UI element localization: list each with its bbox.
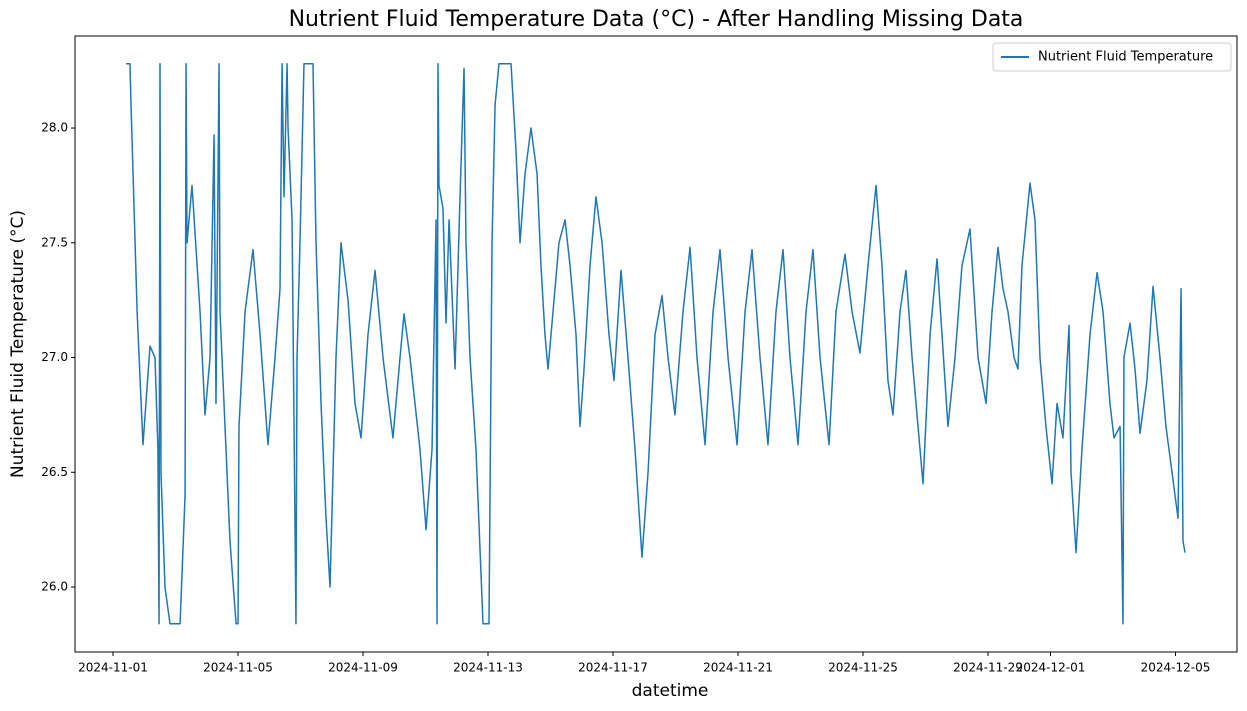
x-tick-label: 2024-11-13 [453,661,523,675]
x-tick-label: 2024-11-21 [703,661,773,675]
data-line [126,63,1186,625]
y-axis-label: Nutrient Fluid Temperature (°C) [8,210,28,478]
y-tick-label: 27.0 [41,350,68,364]
x-tick-label: 2024-11-09 [328,661,398,675]
y-tick-label: 28.0 [41,121,68,135]
y-tick-label: 26.0 [41,580,68,594]
x-tick-label: 2024-11-17 [578,661,648,675]
x-tick-label: 2024-11-29 [953,661,1023,675]
x-tick-label: 2024-11-25 [828,661,898,675]
x-tick-label: 2024-12-05 [1141,661,1211,675]
x-tick-label: 2024-11-01 [78,661,148,675]
legend-box [992,42,1232,72]
y-tick-label: 27.5 [41,235,68,249]
chart-title: Nutrient Fluid Temperature Data (°C) - A… [289,7,1024,32]
x-tick-label: 2024-12-01 [1016,661,1086,675]
plot-frame [74,35,1238,653]
y-tick-label: 26.5 [41,465,68,479]
x-tick-label: 2024-11-05 [203,661,273,675]
x-axis-label: datetime [632,681,709,701]
legend-label: Nutrient Fluid Temperature [1038,50,1213,65]
legend: Nutrient Fluid Temperature [992,42,1232,72]
